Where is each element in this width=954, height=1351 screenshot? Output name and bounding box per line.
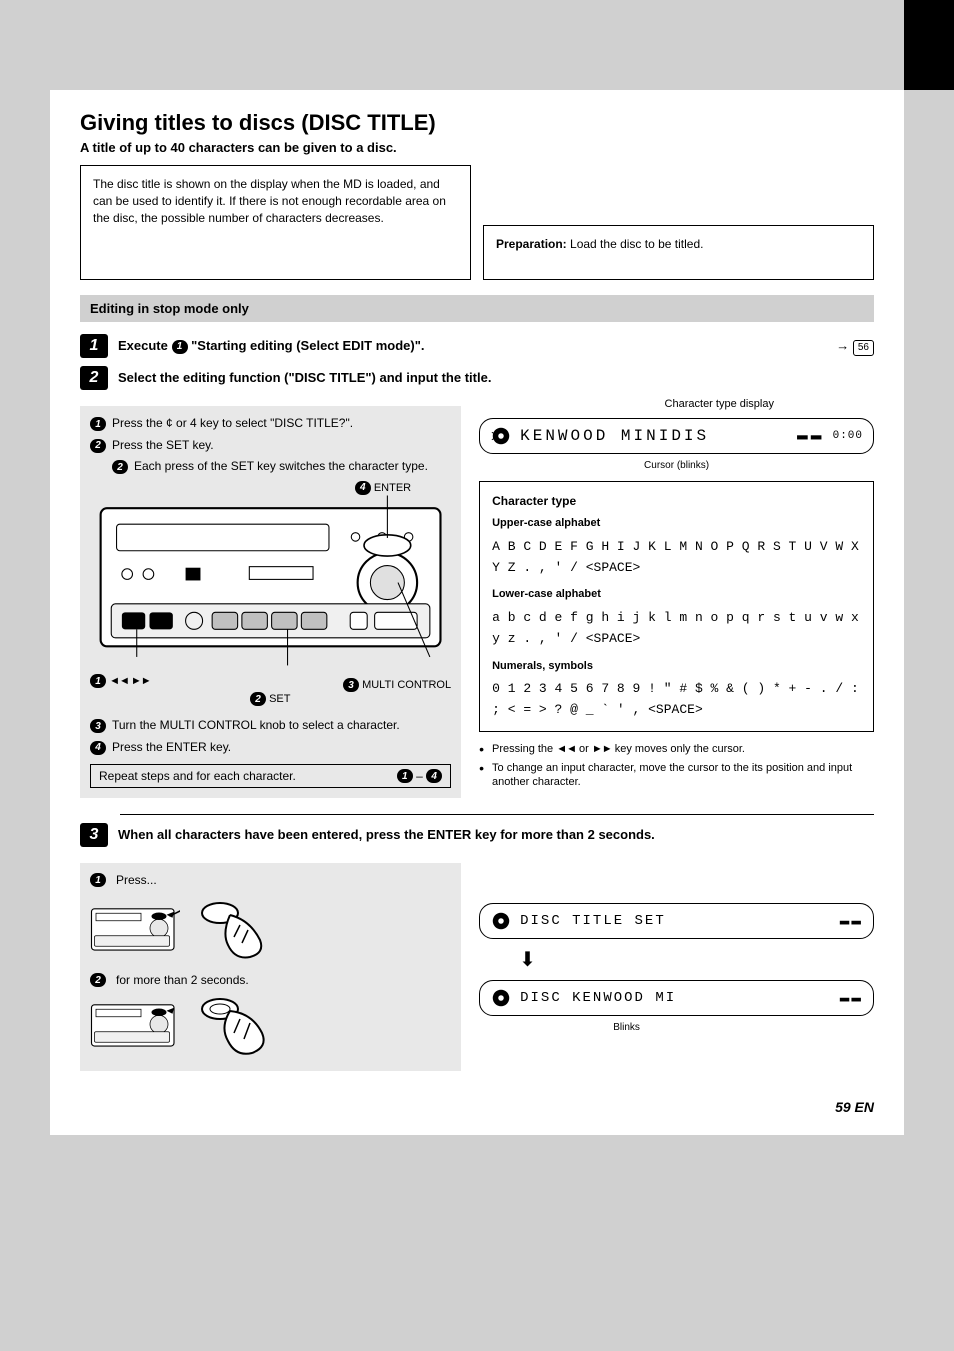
step3-sub2: for more than 2 seconds. bbox=[116, 973, 249, 987]
skip-keys-icon: ◄◄ ►► bbox=[109, 675, 151, 687]
lower-hdr: Lower-case alphabet bbox=[492, 586, 861, 604]
label-enter: ENTER bbox=[374, 482, 411, 494]
step-3: 3 When all characters have been entered,… bbox=[80, 823, 874, 847]
blinks-caption: Blinks bbox=[379, 1022, 874, 1033]
step-2-label: Select the editing function ("DISC TITLE… bbox=[118, 366, 874, 387]
lower-chars: a b c d e f g h i j k l m n o p q r s t … bbox=[492, 608, 861, 650]
label-set: SET bbox=[269, 693, 290, 705]
step2-sub3: Turn the MULTI CONTROL knob to select a … bbox=[112, 718, 400, 734]
page-subtitle: A title of up to 40 characters can be gi… bbox=[80, 140, 874, 155]
char-type-hdr: Character type bbox=[492, 492, 861, 511]
cursor-blink-caption: Cursor (blinks) bbox=[479, 460, 874, 471]
upper-hdr: Upper-case alphabet bbox=[492, 515, 861, 533]
hand-press-icon bbox=[190, 895, 280, 965]
step2-sub4: Press the ENTER key. bbox=[112, 740, 231, 756]
device-mini-1 bbox=[90, 903, 180, 958]
step-3-badge: 3 bbox=[80, 823, 108, 847]
step2-sub2a: Press the SET key. bbox=[112, 438, 214, 454]
step-2-badge: 2 bbox=[80, 366, 108, 390]
step-1-ref: "Starting editing (Select EDIT mode)". bbox=[191, 338, 424, 353]
header-gray-band bbox=[50, 0, 904, 90]
disc-icon bbox=[490, 910, 512, 932]
play-bars-icon: ▬▬ bbox=[797, 426, 825, 446]
lcd1-text: KENWOOD MINIDIS bbox=[520, 427, 709, 445]
step-1: 1 Execute 1 "Starting editing (Select ED… bbox=[80, 334, 874, 358]
disc-icon bbox=[490, 987, 512, 1009]
step-2: 2 Select the editing function ("DISC TIT… bbox=[80, 366, 874, 390]
prep-label: Preparation: bbox=[496, 237, 567, 251]
play-bars-icon: ▬▬ bbox=[840, 912, 863, 930]
hand-hold-icon bbox=[190, 991, 280, 1061]
play-bars-icon: ▬▬ bbox=[840, 989, 863, 1007]
page-ref-56: 56 bbox=[853, 340, 874, 356]
device-mini-2 bbox=[90, 999, 180, 1054]
page-title: Giving titles to discs (DISC TITLE) bbox=[80, 110, 874, 136]
step3-sub1: Press... bbox=[116, 873, 157, 887]
description-box: The disc title is shown on the display w… bbox=[80, 165, 471, 280]
lcd2-text: DISC TITLE SET bbox=[520, 913, 666, 929]
char-table: Character type Upper-case alphabet A B C… bbox=[479, 481, 874, 732]
page-content: Giving titles to discs (DISC TITLE) A ti… bbox=[50, 0, 904, 1135]
repeat-text: Repeat steps and for each character. bbox=[99, 769, 296, 783]
step-1-subbadge: 1 bbox=[172, 340, 188, 354]
disc-icon bbox=[490, 425, 512, 447]
lcd-display-1: KENWOOD MINIDIS ▬▬ 0:00 bbox=[479, 418, 874, 454]
arrow-down-icon: ⬇ bbox=[519, 947, 874, 972]
repeat-box: Repeat steps and for each character. 1 –… bbox=[90, 764, 451, 789]
upper-chars: A B C D E F G H I J K L M N O P Q R S T … bbox=[492, 537, 861, 579]
label-multi: MULTI CONTROL bbox=[362, 679, 451, 691]
step2-sub2b: Each press of the SET key switches the c… bbox=[134, 459, 428, 475]
step-2-panel: 1Press the ¢ or 4 key to select "DISC TI… bbox=[80, 406, 461, 798]
bullet-2: To change an input character, move the c… bbox=[479, 761, 874, 791]
preparation-box: Preparation: Load the disc to be titled. bbox=[483, 225, 874, 280]
edit-mode-bar: Editing in stop mode only bbox=[80, 295, 874, 322]
lcd3-text: DISC KENWOOD MI bbox=[520, 990, 676, 1006]
step-3-label: When all characters have been entered, p… bbox=[118, 823, 874, 844]
num-chars: 0 1 2 3 4 5 6 7 8 9 ! " # $ % & ( ) * + … bbox=[492, 679, 861, 721]
page-number: 59 EN bbox=[80, 1099, 874, 1115]
step-1-badge: 1 bbox=[80, 334, 108, 358]
lcd1-time: 0:00 bbox=[833, 430, 863, 442]
lcd-display-3: DISC KENWOOD MI ▬▬ bbox=[479, 980, 874, 1016]
device-illustration bbox=[90, 487, 451, 668]
prep-text: Load the disc to be titled. bbox=[570, 237, 703, 251]
char-type-caption: Character type display bbox=[479, 398, 774, 410]
step2-sub1: Press the ¢ or 4 key to select "DISC TIT… bbox=[112, 416, 353, 432]
lcd-display-2: DISC TITLE SET ▬▬ bbox=[479, 903, 874, 939]
step-3-panel: 1 Press... bbox=[80, 863, 461, 1071]
step-1-label: Execute bbox=[118, 338, 168, 353]
num-hdr: Numerals, symbols bbox=[492, 658, 861, 676]
bullet-1: Pressing the ◄◄ or ►► key moves only the… bbox=[479, 742, 874, 757]
